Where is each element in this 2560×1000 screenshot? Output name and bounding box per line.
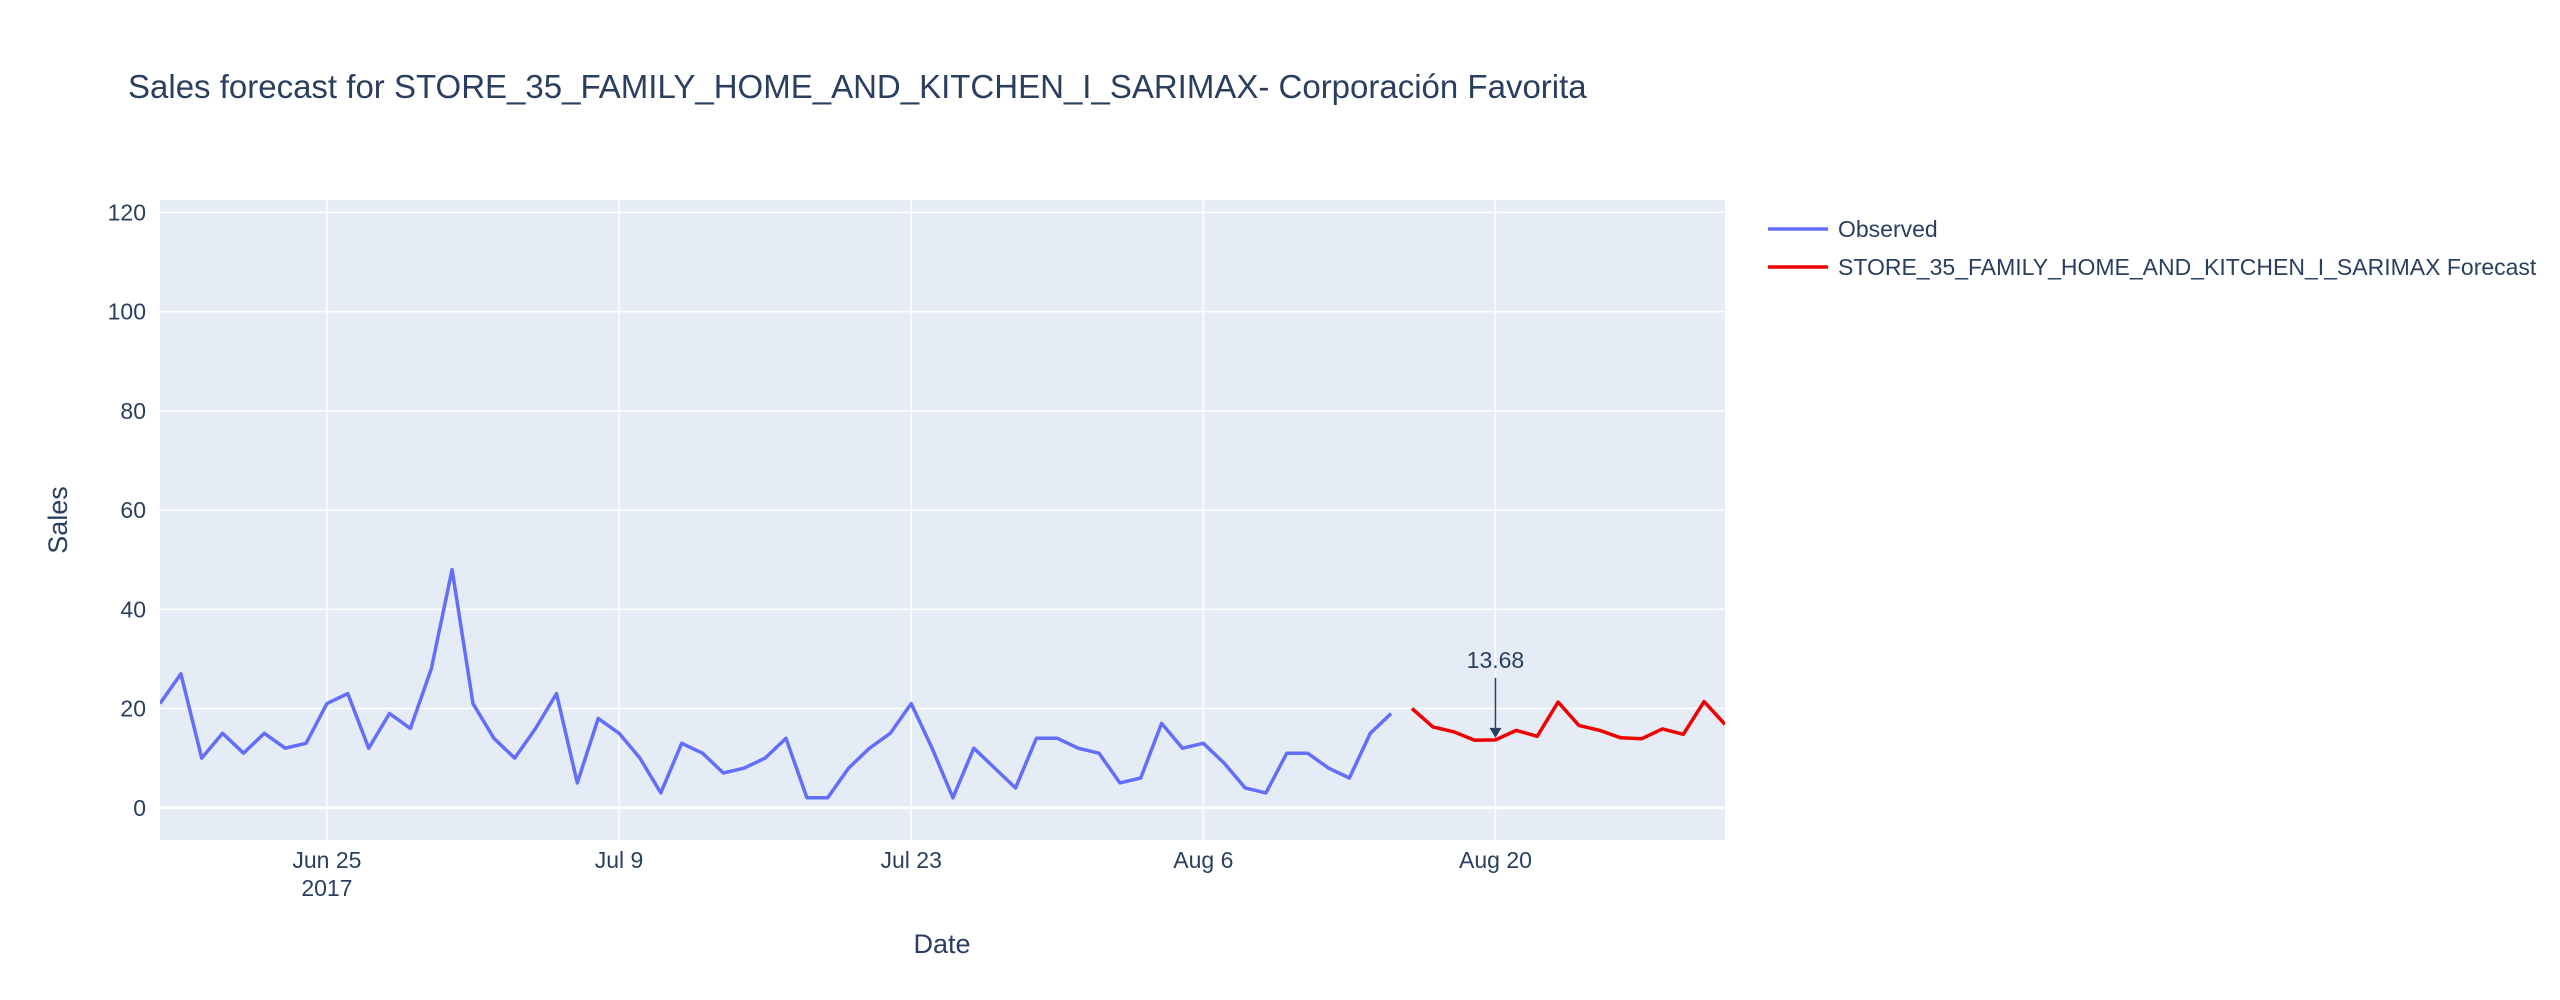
y-axis-title: Sales bbox=[43, 486, 73, 554]
y-tick-label: 40 bbox=[120, 596, 146, 622]
y-tick-label: 0 bbox=[133, 795, 146, 821]
plot-area bbox=[160, 200, 1725, 840]
legend-label[interactable]: STORE_35_FAMILY_HOME_AND_KITCHEN_I_SARIM… bbox=[1838, 254, 2537, 280]
x-tick-label: Jun 25 bbox=[292, 847, 361, 873]
annotation-label: 13.68 bbox=[1467, 647, 1525, 673]
x-axis-title: Date bbox=[913, 929, 970, 959]
x-tick-label: Jul 23 bbox=[881, 847, 942, 873]
forecast-series-line bbox=[1410, 699, 1725, 743]
x-tick-label: Aug 20 bbox=[1459, 847, 1532, 873]
chart-title: Sales forecast for STORE_35_FAMILY_HOME_… bbox=[128, 68, 1587, 105]
observed-series-line bbox=[160, 567, 1393, 800]
y-tick-label: 100 bbox=[108, 299, 146, 325]
y-gridlines bbox=[160, 211, 1725, 810]
series-lines bbox=[160, 567, 1725, 800]
x-tick-label: Jul 9 bbox=[595, 847, 644, 873]
y-tick-labels: 0 20 40 60 80 100 120 bbox=[108, 199, 146, 820]
annotation-arrowhead bbox=[1489, 727, 1502, 738]
legend-label[interactable]: Observed bbox=[1838, 216, 1938, 242]
y-tick-label: 60 bbox=[120, 497, 146, 523]
y-tick-label: 80 bbox=[120, 398, 146, 424]
legend: Observed STORE_35_FAMILY_HOME_AND_KITCHEN… bbox=[1768, 216, 2537, 280]
y-tick-label: 120 bbox=[108, 199, 146, 225]
x-tick-sublabel: 2017 bbox=[301, 875, 352, 901]
annotations: 13.68 bbox=[1467, 647, 1525, 738]
y-tick-label: 20 bbox=[120, 696, 146, 722]
x-tick-label: Aug 6 bbox=[1173, 847, 1233, 873]
